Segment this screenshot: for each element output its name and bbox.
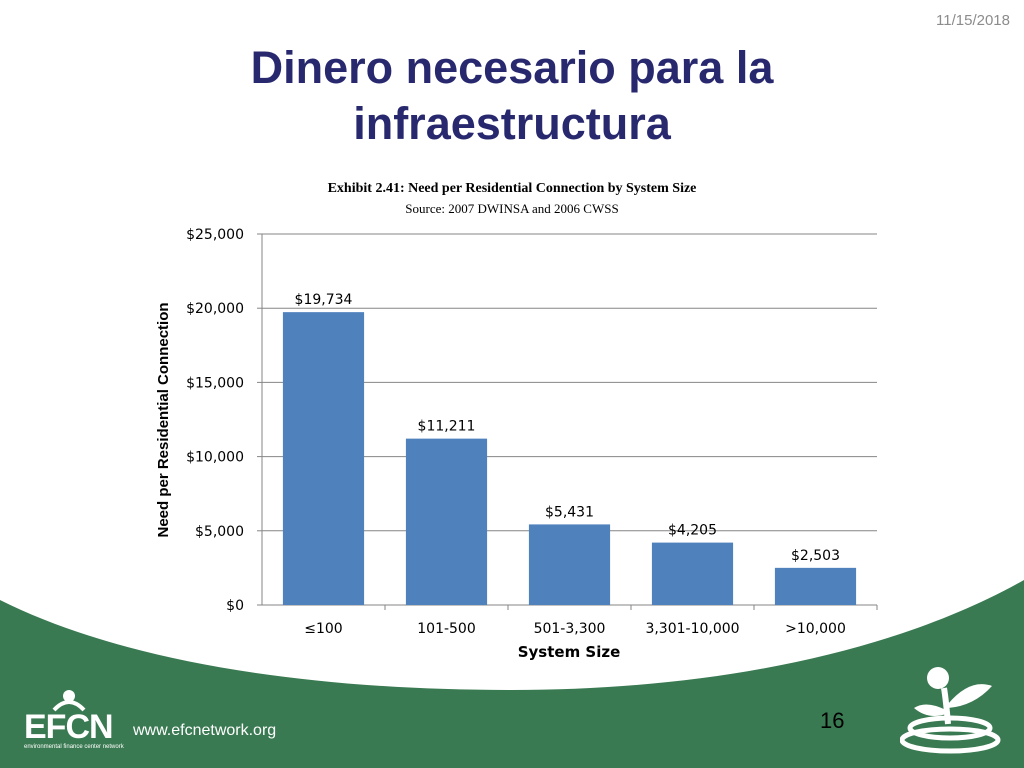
slide-title: Dinero necesario para la infraestructura bbox=[112, 40, 912, 152]
footer-wave bbox=[0, 580, 1024, 768]
sprout-logo-icon bbox=[900, 667, 1001, 754]
y-tick-label: $5,000 bbox=[195, 524, 244, 540]
efcn-logo-text: EFCN bbox=[24, 708, 114, 746]
y-tick-label: $25,000 bbox=[186, 227, 244, 243]
x-axis-label: System Size bbox=[518, 643, 621, 661]
y-tick-label: $15,000 bbox=[186, 375, 244, 391]
y-tick-label: $10,000 bbox=[186, 450, 244, 466]
bars bbox=[282, 312, 857, 605]
bar bbox=[528, 524, 611, 605]
chart-title: Exhibit 2.41: Need per Residential Conne… bbox=[327, 181, 697, 196]
bar bbox=[405, 438, 488, 605]
x-tick-label: 501-3,300 bbox=[534, 621, 606, 637]
x-tick-label: 3,301-10,000 bbox=[645, 621, 739, 637]
slide-title-line-2: infraestructura bbox=[353, 98, 671, 149]
bar-value-label: $11,211 bbox=[418, 419, 476, 435]
x-tick-label: ≤100 bbox=[304, 621, 342, 637]
footer-url-link[interactable]: www.efcnetwork.org bbox=[133, 722, 277, 739]
chart-subtitle: Source: 2007 DWINSA and 2006 CWSS bbox=[405, 201, 619, 216]
efcn-logo-tagline: environmental finance center network bbox=[24, 744, 124, 750]
bar-value-label: $4,205 bbox=[668, 523, 717, 539]
x-tick-label: 101-500 bbox=[417, 621, 476, 637]
y-tick-label: $20,000 bbox=[186, 301, 244, 317]
gridlines bbox=[262, 233, 877, 532]
y-tick-label: $0 bbox=[226, 598, 244, 614]
bar-value-label: $5,431 bbox=[545, 504, 594, 520]
bar bbox=[651, 542, 734, 605]
bar-value-label: $2,503 bbox=[791, 548, 840, 564]
slide-date: 11/15/2018 bbox=[936, 12, 1010, 29]
y-axis-label: Need per Residential Connection bbox=[155, 302, 172, 537]
bar bbox=[774, 567, 857, 605]
bar bbox=[282, 312, 365, 605]
data-labels: $19,734 $11,211 $5,431 $4,205 $2,503 bbox=[295, 292, 840, 564]
axes: $0 $5,000 $10,000 $15,000 $20,000 $25,000 ≤100… bbox=[186, 227, 878, 637]
efcn-logo-icon bbox=[52, 690, 86, 712]
page-number: 16 bbox=[820, 708, 845, 733]
bar-value-label: $19,734 bbox=[295, 292, 353, 308]
slide-title-line-1: Dinero necesario para la bbox=[250, 42, 774, 93]
x-tick-label: >10,000 bbox=[785, 621, 846, 637]
